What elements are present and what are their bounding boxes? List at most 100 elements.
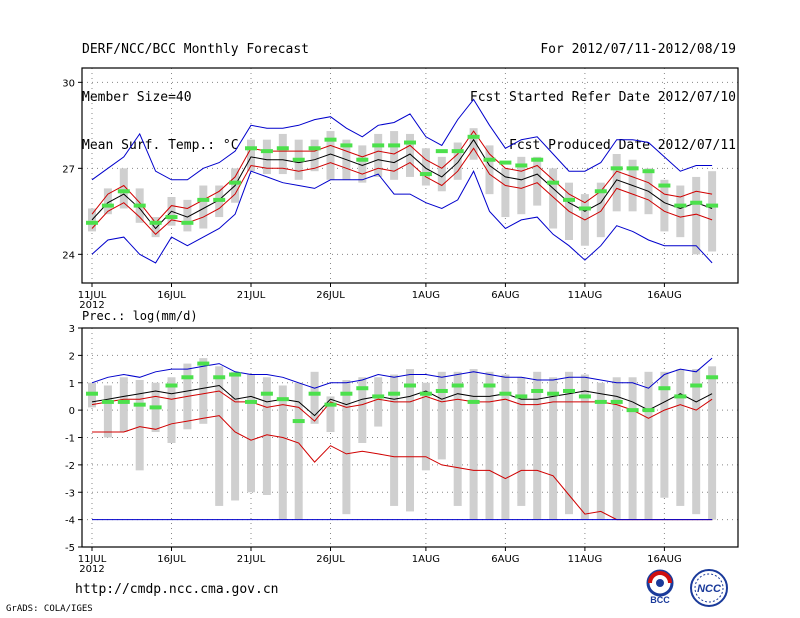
- panel2-ytick-label: 3: [69, 324, 75, 335]
- panel2-observation-marker: [674, 394, 687, 399]
- panel1-range-box: [374, 133, 383, 177]
- ncc-logo: NCC: [690, 569, 728, 607]
- panel1-range-box: [533, 156, 542, 206]
- panel1-observation-marker: [499, 160, 512, 165]
- panel2-ytick-label: 0: [69, 406, 75, 417]
- panel2-observation-marker: [372, 394, 385, 399]
- panel2-ytick-label: -3: [65, 488, 75, 499]
- panel2-range-box: [580, 374, 589, 520]
- panel1-range-box: [549, 168, 558, 229]
- svg-text:NCC: NCC: [697, 583, 722, 595]
- panel2-series-lower-spread: [92, 415, 713, 521]
- panel2-observation-marker: [706, 375, 719, 380]
- panel1-range-box: [469, 128, 478, 160]
- forecast-period: For 2012/07/11-2012/08/19: [540, 42, 736, 57]
- panel2-observation-marker: [86, 391, 98, 396]
- panel1-xtick-label: 16JUL: [157, 290, 186, 301]
- panel2-observation-marker: [308, 391, 321, 396]
- panel2-xtick-label: 11AUG: [568, 554, 603, 565]
- panel1-observation-marker: [658, 183, 671, 188]
- panel1-range-box: [119, 168, 128, 209]
- panel1-ytick-label: 30: [62, 78, 75, 89]
- panel2-range-box: [342, 380, 351, 515]
- panel1-range-box: [183, 199, 192, 232]
- panel2-ytick-label: -1: [65, 434, 75, 445]
- panel1-range-box: [596, 182, 605, 238]
- panel2-range-box: [326, 396, 335, 433]
- panel2-ytick-label: -2: [65, 461, 75, 472]
- panel2-range-box: [103, 385, 112, 438]
- panel1-observation-marker: [515, 163, 528, 168]
- panel2-range-box: [501, 374, 510, 520]
- panel2-range-box: [390, 374, 399, 506]
- panel1-range-box: [453, 142, 462, 180]
- svg-text:BCC: BCC: [650, 595, 670, 605]
- panel1-xtick-label: 26JUL: [316, 290, 345, 301]
- panel2-observation-marker: [435, 388, 448, 393]
- panel2-range-box: [596, 382, 605, 520]
- panel2-range-box: [119, 377, 128, 433]
- panel1-ytick-label: 27: [62, 164, 75, 175]
- panel1-observation-marker: [674, 203, 687, 208]
- panel1-observation-marker: [86, 220, 98, 225]
- variable-label: Mean Surf. Temp.: °C: [82, 138, 239, 153]
- panel1-range-box: [262, 139, 271, 175]
- panel2-range-box: [549, 377, 558, 520]
- header-left: DERF/NCC/BCC Monthly Forecast Member Siz…: [82, 10, 309, 170]
- panel2-observation-marker: [626, 408, 639, 413]
- source-url[interactable]: http://cmdp.ncc.cma.gov.cn: [75, 582, 279, 597]
- panel2-range-box: [453, 371, 462, 506]
- panel1-observation-marker: [101, 203, 114, 208]
- panel1-observation-marker: [213, 197, 226, 202]
- panel2-observation-marker: [467, 399, 480, 404]
- panel2-observation-marker: [642, 408, 655, 413]
- panel2-observation-marker: [324, 402, 337, 407]
- panel1-xtick-label: 11JUL: [78, 290, 107, 301]
- panel1-observation-marker: [467, 134, 480, 139]
- panel1-range-box: [199, 185, 208, 229]
- panel1-range-box: [247, 139, 255, 172]
- panel1-observation-marker: [117, 189, 130, 194]
- panel1-range-box: [660, 179, 669, 232]
- panel2-observation-marker: [101, 399, 114, 404]
- panel1-observation-marker: [419, 172, 432, 177]
- panel1-range-box: [708, 171, 717, 252]
- panel1-range-box: [612, 154, 621, 212]
- panel2-observation-marker: [149, 405, 162, 410]
- panel2-range-box: [708, 366, 717, 520]
- panel1-observation-marker: [292, 157, 305, 162]
- panel1-observation-marker: [578, 206, 591, 211]
- panel1-observation-marker: [451, 149, 464, 154]
- panel1-observation-marker: [324, 137, 337, 142]
- panel2-observation-marker: [165, 383, 178, 388]
- panel2-observation-marker: [419, 391, 432, 396]
- panel1-range-box: [517, 156, 526, 215]
- panel2-observation-marker: [563, 388, 575, 393]
- panel2-range-box: [231, 371, 240, 501]
- panel1-series-min-envelope: [91, 170, 713, 264]
- panel2-xtick-label: 26JUL: [316, 554, 345, 565]
- panel2-observation-marker: [117, 399, 130, 404]
- panel1-range-box: [692, 176, 701, 255]
- panel1-observation-marker: [245, 146, 257, 151]
- panel1-series-ensemble-mean: [91, 138, 713, 230]
- panel2-range-box: [406, 369, 414, 512]
- panel2-range-box: [310, 371, 319, 424]
- panel2-observation-marker: [181, 375, 194, 380]
- panel2-observation-marker: [197, 361, 210, 366]
- panel1-range-box: [485, 145, 494, 195]
- panel2-range-box: [533, 371, 542, 520]
- panel2-range-box: [676, 369, 685, 506]
- panel1-observation-marker: [197, 197, 210, 202]
- panel2-range-box: [135, 380, 144, 471]
- panel2-range-box: [692, 369, 701, 515]
- panel2-observation-marker: [578, 394, 591, 399]
- panel1-observation-marker: [388, 143, 401, 148]
- panel2-range-box: [278, 385, 287, 520]
- panel1-xtick-label: 16AUG: [647, 290, 682, 301]
- panel2-range-box: [469, 369, 478, 520]
- panel2-observation-marker: [594, 399, 607, 404]
- panel2-observation-marker: [229, 372, 242, 377]
- panel1-range-box: [501, 168, 510, 218]
- member-size: Member Size=40: [82, 90, 192, 105]
